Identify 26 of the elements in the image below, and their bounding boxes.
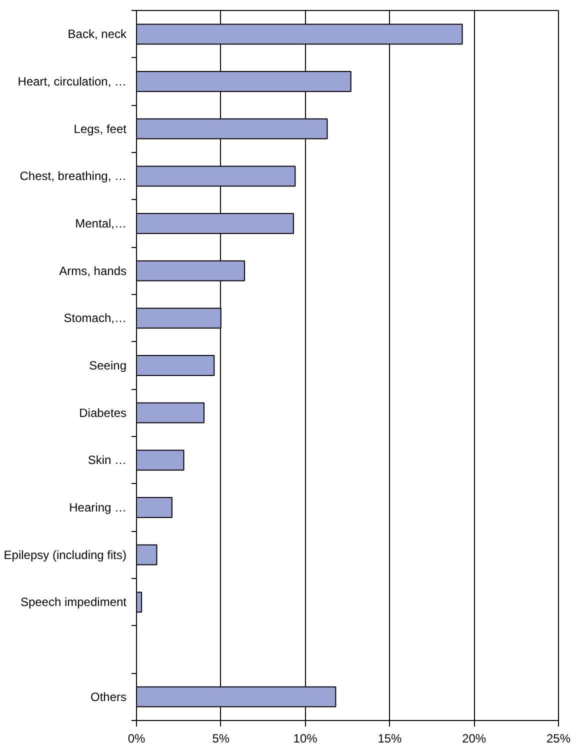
y-tick-label: Back, neck [68,27,128,42]
y-tick-label: Mental,… [75,216,127,230]
y-tick-label: Heart, circulation, … [18,74,126,88]
y-tick-label: Chest, breathing, … [20,169,127,184]
x-tick-label: 0% [128,732,146,746]
y-tick-label: Skin … [88,453,127,468]
x-tick-label: 20% [462,732,486,746]
bar [136,497,172,518]
y-tick-label: Arms, hands [59,264,126,278]
bar [136,402,205,424]
y-tick-label: Legs, feet [74,122,128,136]
x-tick-label: 10% [293,732,318,746]
x-tick-label: 15% [378,732,402,746]
bar [136,592,142,613]
y-tick-label: Diabetes [79,406,127,420]
y-tick-label: Seeing [89,358,127,372]
x-tick-label: 5% [212,732,230,746]
bar [136,450,184,471]
y-tick-label: Speech impediment [20,595,128,610]
y-tick-label: Hearing … [69,500,126,514]
bar [136,544,158,566]
x-tick-label: 25% [546,732,571,746]
y-tick-label: Others [90,690,127,704]
y-tick-label: Epilepsy (including fits) [4,548,127,562]
bar [136,355,215,376]
y-tick-label: Stomach,… [64,311,127,326]
